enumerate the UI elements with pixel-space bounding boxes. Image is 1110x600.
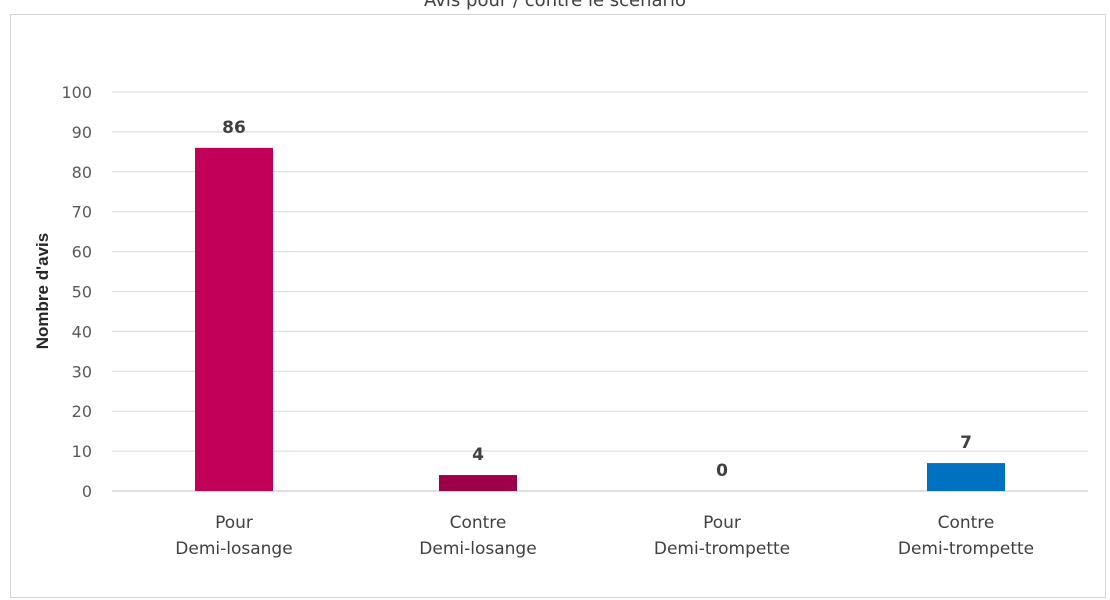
x-tick-label: Pour (703, 513, 741, 533)
y-tick-label: 90 (72, 123, 92, 142)
gridlines (112, 91, 1088, 492)
y-tick-label: 80 (72, 163, 92, 182)
x-tick-label: Demi-losange (419, 539, 536, 559)
x-axis-categories: Pour Demi-losange Contre Demi-losange Pour De… (175, 513, 1034, 559)
chart-title: Avis pour / contre le scénario (424, 0, 686, 11)
y-tick-label: 10 (72, 442, 92, 461)
x-tick-label: Contre (938, 513, 995, 533)
x-tick-label: Pour (215, 513, 253, 533)
bars (195, 147, 1005, 492)
y-tick-label: 50 (72, 283, 92, 302)
y-tick-label: 60 (72, 243, 92, 262)
x-tick-label: Contre (450, 513, 507, 533)
x-tick-label: Demi-trompette (654, 539, 790, 559)
y-tick-label: 70 (72, 203, 92, 222)
bar (439, 475, 517, 491)
chart-frame (10, 14, 1106, 598)
y-axis-label: Nombre d'avis (33, 233, 52, 349)
y-axis-ticks: 0 10 20 30 40 50 60 70 80 90 100 (61, 83, 92, 501)
y-tick-label: 30 (72, 362, 92, 381)
y-tick-label: 0 (82, 482, 92, 501)
data-label: 0 (716, 461, 728, 481)
data-label: 7 (960, 433, 972, 453)
x-tick-label: Demi-trompette (898, 539, 1034, 559)
bar (195, 147, 273, 492)
data-label: 4 (472, 445, 484, 465)
bar (927, 463, 1005, 491)
y-tick-label: 40 (72, 322, 92, 341)
data-label: 86 (222, 118, 246, 138)
y-tick-label: 100 (61, 83, 92, 102)
y-tick-label: 20 (72, 402, 92, 421)
x-tick-label: Demi-losange (175, 539, 292, 559)
data-labels: 86 4 0 7 (222, 118, 972, 481)
